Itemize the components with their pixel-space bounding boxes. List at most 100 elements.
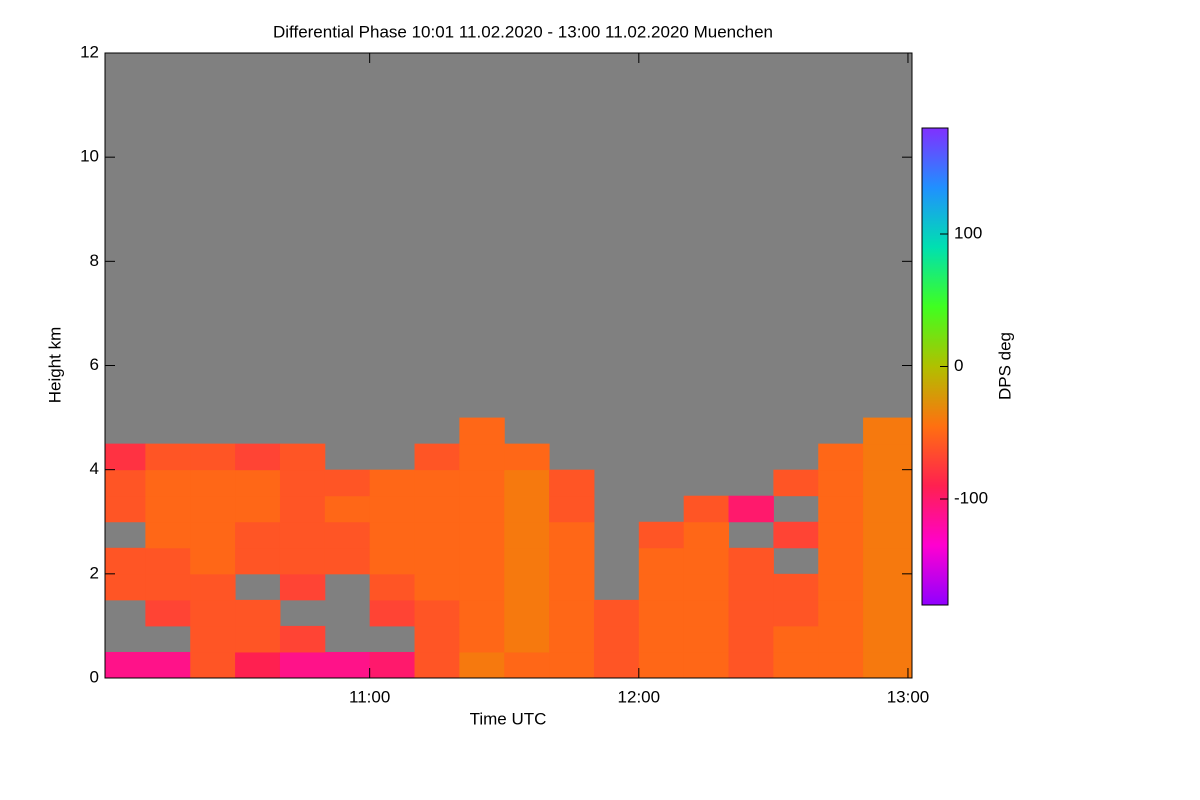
heatmap-cell [414, 651, 460, 679]
heatmap-cell [504, 521, 550, 549]
heatmap-cell [324, 547, 371, 575]
heatmap-cell [863, 573, 913, 601]
heatmap-cell [773, 599, 819, 627]
heatmap-cell [190, 443, 236, 471]
heatmap-cell [459, 651, 505, 679]
heatmap-cell [145, 521, 191, 549]
heatmap-cell [324, 651, 371, 679]
heatmap-cell [773, 573, 819, 601]
heatmap-cell [818, 469, 864, 497]
heatmap-cell [549, 573, 595, 601]
chart-title: Differential Phase 10:01 11.02.2020 - 13… [273, 22, 773, 41]
heatmap-cell [638, 547, 685, 575]
heatmap-cell [190, 495, 236, 523]
heatmap-cell [728, 573, 774, 601]
heatmap-cell [369, 521, 416, 549]
heatmap-cell [459, 417, 505, 445]
heatmap-cell [549, 651, 595, 679]
heatmap-cell [638, 651, 685, 679]
heatmap-cell [324, 495, 371, 523]
heatmap-cell [728, 495, 774, 523]
heatmap-cell [369, 573, 416, 601]
heatmap-cell [593, 651, 640, 679]
heatmap-cell [105, 651, 146, 679]
heatmap-cell [414, 495, 460, 523]
heatmap-cell [863, 417, 913, 445]
y-axis-label: Height km [45, 327, 64, 404]
heatmap-cell [235, 547, 281, 575]
heatmap [105, 417, 913, 679]
heatmap-cell [190, 547, 236, 575]
heatmap-cell [683, 573, 730, 601]
heatmap-cell [324, 521, 371, 549]
heatmap-cell [863, 651, 913, 679]
heatmap-cell [459, 443, 505, 471]
heatmap-cell [728, 599, 774, 627]
heatmap-cell [504, 547, 550, 575]
heatmap-cell [683, 521, 730, 549]
heatmap-cell [638, 625, 685, 653]
heatmap-cell [549, 547, 595, 575]
heatmap-cell [504, 443, 550, 471]
colorbar-tick-label: 100 [954, 223, 982, 242]
y-tick-label: 8 [90, 251, 99, 270]
heatmap-cell [235, 521, 281, 549]
heatmap-cell [235, 495, 281, 523]
heatmap-cell [235, 599, 281, 627]
heatmap-cell [145, 547, 191, 575]
heatmap-cell [279, 521, 326, 549]
heatmap-cell [549, 469, 595, 497]
heatmap-cell [324, 469, 371, 497]
heatmap-cell [190, 469, 236, 497]
heatmap-cell [105, 469, 146, 497]
heatmap-cell [190, 625, 236, 653]
heatmap-cell [190, 599, 236, 627]
heatmap-cell [459, 469, 505, 497]
heatmap-cell [414, 547, 460, 575]
heatmap-cell [414, 443, 460, 471]
heatmap-cell [279, 651, 326, 679]
heatmap-cell [414, 625, 460, 653]
heatmap-cell [369, 469, 416, 497]
heatmap-cell [145, 469, 191, 497]
heatmap-cell [459, 625, 505, 653]
heatmap-cell [863, 599, 913, 627]
heatmap-cell [773, 469, 819, 497]
heatmap-cell [459, 495, 505, 523]
heatmap-cell [683, 599, 730, 627]
heatmap-cell [549, 625, 595, 653]
x-tick-label: 11:00 [349, 687, 390, 706]
heatmap-cell [549, 599, 595, 627]
heatmap-cell [504, 469, 550, 497]
x-tick-label: 12:00 [618, 687, 661, 706]
heatmap-cell [863, 521, 913, 549]
heatmap-cell [369, 495, 416, 523]
heatmap-cell [863, 443, 913, 471]
heatmap-cell [459, 521, 505, 549]
heatmap-cell [145, 443, 191, 471]
heatmap-cell [459, 547, 505, 575]
heatmap-cell [683, 495, 730, 523]
heatmap-cell [728, 625, 774, 653]
heatmap-cell [863, 469, 913, 497]
heatmap-cell [818, 573, 864, 601]
heatmap-cell [235, 469, 281, 497]
heatmap-cell [414, 599, 460, 627]
heatmap-cell [369, 651, 416, 679]
heatmap-cell [279, 625, 326, 653]
heatmap-cell [414, 469, 460, 497]
heatmap-cell [414, 521, 460, 549]
heatmap-cell [549, 495, 595, 523]
heatmap-cell [459, 599, 505, 627]
heatmap-cell [369, 547, 416, 575]
heatmap-cell [728, 651, 774, 679]
heatmap-cell [459, 573, 505, 601]
colorbar-tick-label: 0 [954, 356, 963, 375]
heatmap-cell [145, 573, 191, 601]
heatmap-cell [818, 443, 864, 471]
heatmap-cell [504, 651, 550, 679]
heatmap-cell [593, 599, 640, 627]
heatmap-cell [105, 547, 146, 575]
